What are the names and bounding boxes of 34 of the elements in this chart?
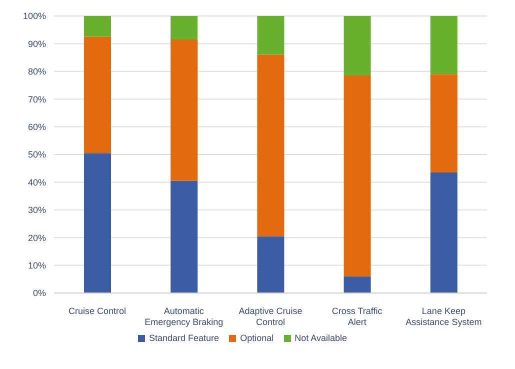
- y-tick-label: 90%: [28, 38, 46, 49]
- x-tick-label: Cruise Control: [68, 306, 126, 316]
- y-tick-label: 80%: [28, 66, 46, 77]
- x-tick-label: Adaptive Cruise Control: [238, 306, 302, 327]
- x-tick-label: Automatic Emergency Braking: [144, 306, 224, 327]
- bar: [257, 54, 284, 236]
- y-tick-label: 100%: [22, 11, 46, 22]
- bar: [257, 16, 284, 55]
- legend-label: Optional: [240, 333, 274, 343]
- bar: [257, 236, 284, 293]
- y-tick-label: 50%: [28, 150, 46, 160]
- bar: [170, 40, 198, 181]
- legend-label: Standard Feature: [149, 333, 220, 343]
- legend-label: Not Available: [294, 333, 347, 343]
- bar: [344, 16, 371, 76]
- bar: [344, 276, 371, 293]
- y-tick-label: 60%: [28, 122, 46, 132]
- bar: [344, 76, 371, 276]
- bar: [170, 16, 198, 40]
- bar: [170, 180, 198, 293]
- bar: [430, 74, 458, 173]
- bar: [84, 16, 111, 37]
- x-tick-label: Cross Traffic Alert: [332, 306, 383, 327]
- bar: [84, 36, 111, 154]
- bar: [84, 153, 111, 293]
- y-tick-label: 30%: [28, 205, 46, 216]
- y-tick-label: 10%: [28, 260, 46, 270]
- y-tick-label: 40%: [28, 177, 46, 188]
- y-tick-label: 20%: [28, 232, 46, 243]
- y-tick-label: 70%: [28, 94, 46, 104]
- x-tick-label: Lane Keep Assistance System: [406, 306, 482, 327]
- y-tick-label: 0%: [32, 288, 46, 298]
- bar: [430, 16, 458, 74]
- bar: [430, 172, 458, 293]
